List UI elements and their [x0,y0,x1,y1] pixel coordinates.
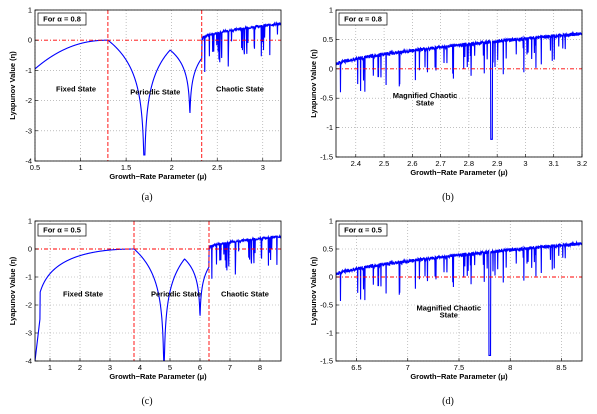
plot-frame [34,9,282,162]
x-axis-label: Growth−Rate Parameter (μ) [410,372,508,381]
x-tick-label: 3.2 [577,159,587,168]
y-tick-label: -4 [25,157,32,166]
y-axis-label: Lyapunov Value (η) [8,256,17,325]
legend-text: For α = 0.8 [344,15,382,24]
legend-frame [37,12,87,26]
y-tick-label: -0.5 [320,301,333,310]
y-tick-label: 0 [28,36,32,45]
lyapunov-series-line [336,240,582,356]
x-tick-label: 3.1 [549,159,559,168]
x-tick-label: 3 [108,363,112,372]
lyapunov-series-line [35,21,281,156]
x-tick-label: 1 [48,363,52,372]
x-axis-label: Growth−Rate Parameter (μ) [109,172,207,181]
region-label: State [416,98,434,107]
y-tick-label: -2 [25,301,32,310]
y-tick-label: 1 [329,217,333,226]
y-tick-label: -1 [326,329,333,338]
y-tick-label: -3 [25,126,32,135]
x-axis-label: Growth−Rate Parameter (μ) [109,372,207,381]
y-tick-label: 0.5 [323,35,333,44]
y-tick-label: 0 [329,273,333,282]
y-tick-label: -4 [25,357,32,366]
lyapunov-series-line [336,30,582,140]
x-tick-label: 8 [508,363,512,372]
region-label: Chaotic State [221,290,269,299]
region-label: Chaotic State [216,85,264,94]
legend-box: For α = 0.5 [37,223,87,237]
region-label: Fixed State [56,85,96,94]
chart-panel-2: 2.4 2.5 2.6 2.7 2.8 2.9 3 3.1 3.2 1 0.5 0 -0.5 -1 -1.5… [309,6,587,204]
y-tick-label: 0.5 [323,245,333,254]
x-tick-label: 5 [168,363,172,372]
y-axis-label: Lyapunov Value (η) [309,256,318,325]
legend-box: For α = 0.5 [338,223,388,237]
chart-panel-4: 6.5 7 7.5 8 8.5 1 0.5 0 -0.5 -1 -1.5 Growth−Rate Pa… [309,217,583,407]
legend-box: For α = 0.8 [338,12,388,26]
chart-panel-3: 1 2 3 4 5 6 7 8 1 0 -1 -2 -3 -4 Growth−Rate Parameter … [8,217,282,407]
y-tick-label: -1.5 [320,153,333,162]
x-tick-label: 1 [78,163,82,172]
x-tick-label: 8 [258,363,262,372]
x-tick-label: 2.5 [379,159,389,168]
plot-frame [335,9,583,158]
y-tick-label: -3 [25,329,32,338]
y-tick-label: -1 [25,66,32,75]
y-tick-label: -1 [326,123,333,132]
x-tick-label: 0.5 [30,163,40,172]
legend-text: For α = 0.8 [43,15,81,24]
y-tick-label: 1 [329,6,333,15]
region-label: Periodic State [151,290,201,299]
y-axis-label: Lyapunov Value (η) [309,49,318,118]
panel-caption: (d) [442,396,454,407]
y-tick-label: -1 [25,273,32,282]
region-label: Fixed State [63,290,103,299]
y-tick-label: 0 [28,245,32,254]
y-axis-label: Lyapunov Value (η) [8,51,17,120]
y-tick-label: 1 [28,6,32,15]
x-tick-label: 1.5 [121,163,131,172]
x-tick-label: 2.6 [407,159,417,168]
y-tick-label: -0.5 [320,94,333,103]
panel-caption: (c) [141,396,152,407]
x-tick-label: 2.9 [492,159,502,168]
x-tick-label: 7 [228,363,232,372]
x-tick-label: 2.8 [464,159,474,168]
legend-frame [338,223,388,237]
x-tick-label: 2 [78,363,82,372]
legend-text: For α = 0.5 [344,226,382,235]
x-tick-label: 4 [138,363,142,372]
panel-caption: (a) [141,192,152,203]
region-label: Periodic State [130,88,180,97]
region-label: Magnified Chaotic [416,304,481,313]
x-tick-label: 2.7 [435,159,445,168]
legend-frame [338,12,388,26]
x-tick-label: 6 [198,363,202,372]
x-tick-label: 7.5 [454,363,464,372]
lyapunov-series-line [35,233,281,361]
x-tick-label: 2.5 [212,163,222,172]
region-label: State [440,310,458,319]
legend-frame [37,223,87,237]
plot-frame [34,220,282,362]
x-tick-label: 2 [170,163,174,172]
y-tick-label: -1.5 [320,357,333,366]
chart-panel-1: 0.5 1 1.5 2 2.5 3 1 0 -1 -2 -3 -4 Growth−Rate Parame… [8,6,282,203]
legend-box: For α = 0.8 [37,12,87,26]
x-tick-label: 2.4 [351,159,361,168]
panel-caption: (b) [442,192,454,203]
x-tick-label: 6.5 [351,363,361,372]
x-tick-label: 8.5 [556,363,566,372]
x-tick-label: 3 [523,159,527,168]
region-label: Magnified Chaotic [393,91,458,100]
legend-text: For α = 0.5 [43,226,81,235]
y-tick-label: 1 [28,217,32,226]
x-tick-label: 3 [261,163,265,172]
y-tick-label: 0 [329,64,333,73]
x-axis-label: Growth−Rate Parameter (μ) [410,168,508,177]
x-tick-label: 7 [406,363,410,372]
y-tick-label: -2 [25,96,32,105]
